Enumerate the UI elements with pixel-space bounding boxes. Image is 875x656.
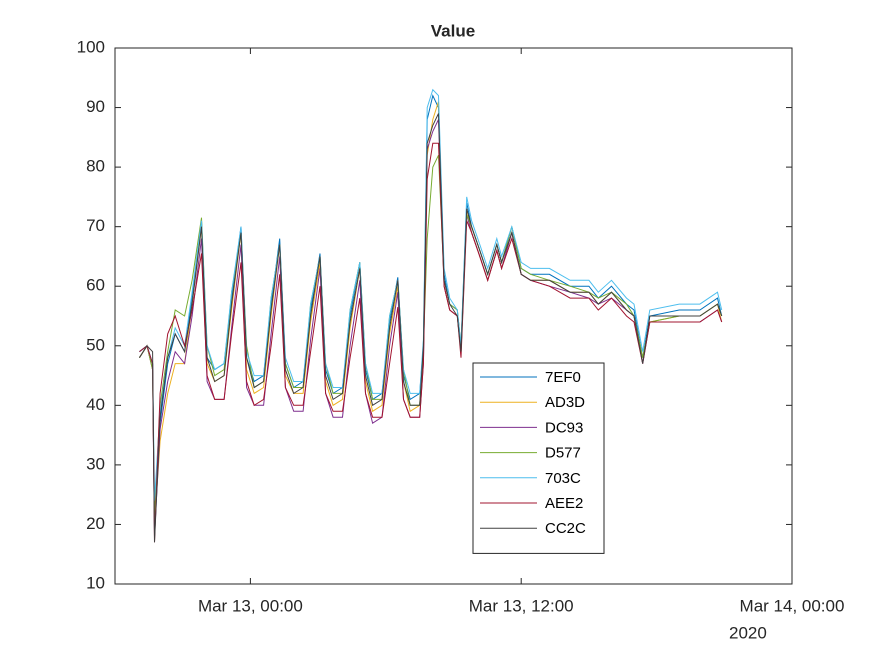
legend-label: AEE2 — [545, 495, 583, 512]
data-line — [139, 88, 723, 501]
x-tick-label: Mar 14, 00:00 — [740, 596, 845, 615]
data-line — [138, 113, 723, 543]
y-tick-label: 80 — [86, 157, 105, 176]
chart-title: Value — [431, 21, 475, 40]
legend-label: AD3D — [545, 394, 585, 411]
y-tick-label: 70 — [86, 216, 105, 235]
x-tick-label: Mar 13, 12:00 — [469, 596, 574, 615]
y-tick-label: 30 — [86, 454, 105, 473]
y-tick-label: 90 — [86, 97, 105, 116]
y-tick-label: 10 — [86, 573, 105, 592]
legend-label: 703C — [545, 470, 581, 487]
legend-label: D577 — [545, 445, 581, 462]
legend-label: DC93 — [545, 419, 583, 436]
legend-label: 7EF0 — [545, 369, 581, 386]
legend: 7EF0 AD3D DC93 D577 703C AEE2 CC2C — [472, 362, 605, 554]
x-tick-label: Mar 13, 00:00 — [198, 596, 303, 615]
y-tick-label: 50 — [86, 335, 105, 354]
y-tick-label: 60 — [86, 276, 105, 295]
y-tick-label: 20 — [86, 514, 105, 533]
legend-box — [472, 362, 605, 554]
data-line — [139, 142, 723, 543]
y-tick-label: 100 — [77, 37, 105, 56]
legend-label: CC2C — [545, 520, 586, 537]
y-tick-label: 40 — [86, 395, 105, 414]
x-year-label: 2020 — [729, 623, 767, 642]
